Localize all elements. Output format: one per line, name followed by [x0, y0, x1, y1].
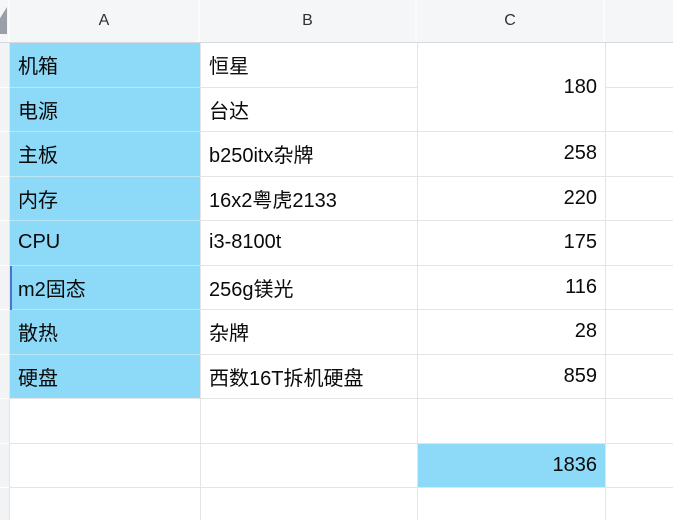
cell-d6[interactable]: [606, 266, 673, 310]
cell-b7[interactable]: 杂牌: [201, 310, 417, 355]
column-header-d[interactable]: [605, 0, 673, 42]
column-header-row: A B C: [0, 0, 673, 43]
cell-a3[interactable]: 主板: [10, 132, 200, 177]
cell-a7[interactable]: 散热: [10, 310, 200, 355]
column-a: 机箱 电源 主板 内存 CPU m2固态 散热 硬盘: [10, 43, 200, 520]
cell-a1[interactable]: 机箱: [10, 43, 200, 88]
cell-d9[interactable]: [606, 399, 673, 444]
row-header-8[interactable]: [0, 355, 9, 399]
cell-d4[interactable]: [606, 177, 673, 221]
cell-c5[interactable]: 175: [418, 221, 605, 266]
cell-b11[interactable]: [201, 488, 417, 520]
active-cell-indicator: [10, 265, 12, 310]
select-all-triangle-icon: [0, 7, 7, 34]
cell-b10[interactable]: [201, 444, 417, 488]
row-header-1[interactable]: [0, 43, 9, 88]
cell-c7[interactable]: 28: [418, 310, 605, 355]
cell-c8[interactable]: 859: [418, 355, 605, 399]
sheet-body: 机箱 电源 主板 内存 CPU m2固态 散热 硬盘 恒星 台达 b250itx…: [0, 43, 673, 520]
cell-c9[interactable]: [418, 399, 605, 444]
column-d: [605, 43, 673, 520]
cell-b5[interactable]: i3-8100t: [201, 221, 417, 266]
column-c: 180 258 220 175 116 28 859 1836: [417, 43, 605, 520]
row-header-10[interactable]: [0, 444, 9, 488]
cell-c10-total[interactable]: 1836: [418, 443, 605, 488]
row-header-6[interactable]: [0, 266, 9, 310]
row-header-9[interactable]: [0, 399, 9, 444]
cell-c11[interactable]: [418, 488, 605, 520]
cell-a6[interactable]: m2固态: [10, 265, 200, 310]
cell-c6[interactable]: 116: [418, 266, 605, 310]
row-header-3[interactable]: [0, 132, 9, 177]
row-header-strip: [0, 43, 10, 520]
cell-a9[interactable]: [10, 399, 200, 444]
column-header-a[interactable]: A: [10, 0, 200, 42]
cell-b3[interactable]: b250itx杂牌: [201, 132, 417, 177]
row-header-5[interactable]: [0, 221, 9, 266]
column-b: 恒星 台达 b250itx杂牌 16x2粤虎2133 i3-8100t 256g…: [200, 43, 417, 520]
cell-a10[interactable]: [10, 444, 200, 488]
row-header-7[interactable]: [0, 310, 9, 355]
cell-a4[interactable]: 内存: [10, 176, 200, 221]
cell-c3[interactable]: 258: [418, 132, 605, 177]
cell-d2[interactable]: [606, 88, 673, 132]
cell-d7[interactable]: [606, 310, 673, 355]
column-header-b[interactable]: B: [200, 0, 417, 42]
cell-b8[interactable]: 西数16T拆机硬盘: [201, 355, 417, 399]
column-header-c[interactable]: C: [417, 0, 605, 42]
cell-b1[interactable]: 恒星: [201, 43, 417, 88]
cell-a5[interactable]: CPU: [10, 221, 200, 266]
cell-a8[interactable]: 硬盘: [10, 354, 200, 399]
select-all-corner[interactable]: [0, 0, 10, 42]
cell-d5[interactable]: [606, 221, 673, 266]
cell-d10[interactable]: [606, 444, 673, 488]
cell-b9[interactable]: [201, 399, 417, 444]
cell-d8[interactable]: [606, 355, 673, 399]
cell-b2[interactable]: 台达: [201, 88, 417, 132]
row-header-2[interactable]: [0, 88, 9, 132]
cell-a2[interactable]: 电源: [10, 87, 200, 132]
cell-d11[interactable]: [606, 488, 673, 520]
cell-b6[interactable]: 256g镁光: [201, 266, 417, 310]
cell-d3[interactable]: [606, 132, 673, 177]
row-header-11[interactable]: [0, 488, 9, 520]
cell-b4[interactable]: 16x2粤虎2133: [201, 177, 417, 221]
cell-c4[interactable]: 220: [418, 177, 605, 221]
cell-a11[interactable]: [10, 488, 200, 520]
row-header-4[interactable]: [0, 177, 9, 221]
cell-d1[interactable]: [606, 43, 673, 88]
cell-c1-c2-merged[interactable]: 180: [418, 43, 605, 132]
